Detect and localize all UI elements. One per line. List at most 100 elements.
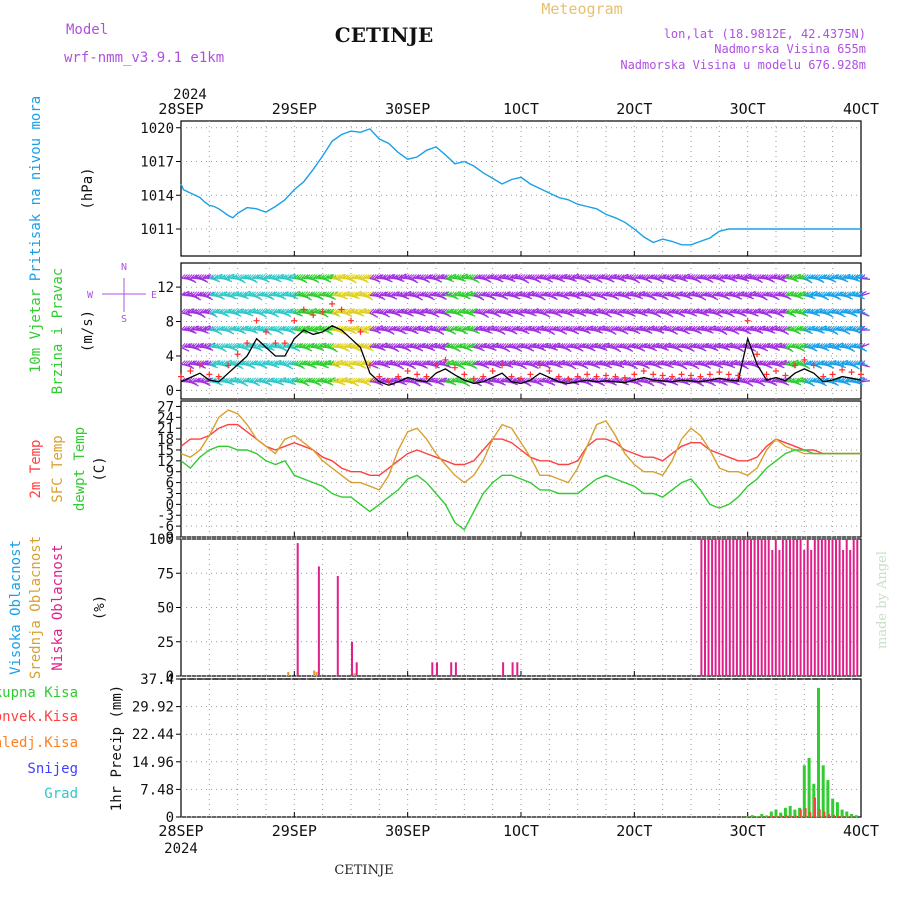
gust-marker: [679, 371, 685, 377]
precip-bar-convective: [809, 812, 811, 817]
cloud-bar-overcast: [708, 539, 710, 676]
cloud-bar-overcast: [782, 539, 784, 676]
cloud-bar-low: [450, 662, 452, 676]
cloud-bar-overcast: [828, 539, 830, 676]
compass-south: S: [121, 314, 127, 325]
precip-bar-convective: [805, 808, 807, 817]
cloud-bar-overcast: [839, 539, 841, 676]
cloud-bar-overcast: [736, 539, 738, 676]
model-elevation-text: Nadmorska Visina u modelu 676.928m: [620, 58, 866, 72]
gust-marker: [660, 373, 666, 379]
gust-marker: [603, 373, 609, 379]
precip-bar-total: [760, 814, 763, 817]
gust-marker: [206, 371, 212, 377]
cloud-bar-overcast: [824, 539, 826, 676]
y-tick-label: 25: [157, 635, 174, 651]
cloud-bar-overcast: [764, 539, 766, 676]
time-tick-top: 29SEP: [272, 100, 317, 118]
elevation-text: Nadmorska Visina 655m: [714, 42, 866, 56]
y-tick-label: 29.92: [132, 700, 174, 716]
precip-bar-total: [831, 799, 834, 817]
y-tick-label: 1011: [140, 222, 174, 238]
wind-barb: [861, 279, 870, 280]
time-tick-top: 28SEP: [158, 100, 203, 118]
y-tick-label: 0: [166, 383, 174, 399]
precip-bar-convective: [767, 816, 769, 817]
gust-marker: [830, 371, 836, 377]
precip-bar-convective: [800, 809, 802, 817]
cloud-bar-low: [502, 662, 504, 676]
y-tick-label: 1020: [140, 121, 174, 137]
cloud-bar-low: [351, 642, 353, 676]
series-line-2m-temp: [181, 425, 861, 476]
precip-bar-total: [789, 806, 792, 817]
wind-barb: [667, 279, 675, 282]
y-axis-label: 10m Vjetar: [28, 289, 44, 373]
y-tick-label: 1017: [140, 155, 174, 171]
cloud-bar-low: [318, 566, 320, 676]
wind-barb: [649, 347, 657, 350]
precip-bar-convective: [823, 812, 825, 818]
precip-bar-convective: [790, 816, 792, 817]
cloud-bar-overcast: [718, 539, 720, 676]
time-tick-bottom: 29SEP: [272, 822, 317, 840]
time-tick-top: 30SEP: [385, 100, 430, 118]
gust-marker: [178, 374, 184, 380]
gust-marker: [745, 318, 751, 324]
precip-bar-convective: [786, 815, 788, 817]
cloud-bar-overcast: [778, 550, 780, 676]
time-tick-top: 1OCT: [503, 100, 539, 118]
wind-barb: [497, 382, 505, 385]
precip-bar-total: [751, 815, 754, 817]
cloud-bar-overcast: [796, 539, 798, 676]
year-bottom: 2024: [164, 841, 198, 857]
cloud-bar-overcast: [729, 539, 731, 676]
y-tick-label: 12: [157, 280, 174, 296]
y-tick-label: 27: [157, 399, 174, 415]
gust-marker: [707, 371, 713, 377]
precip-bar-convective: [828, 814, 830, 817]
gust-marker: [650, 371, 656, 377]
y-axis-label: Niska Oblacnost: [50, 544, 66, 670]
station-title: CETINJE: [335, 23, 433, 47]
credit-text: made by Angel: [875, 551, 890, 649]
y-axis-label: 2m Temp: [28, 439, 44, 498]
cloud-bar-overcast: [856, 539, 858, 676]
y-axis-label: Pritisak na nivou mora: [28, 96, 44, 281]
precip-legend-item: Grad: [44, 786, 78, 802]
y-tick-label: 22.44: [132, 727, 174, 743]
y-axis-label: dewpt Temp: [72, 427, 88, 511]
cloud-bar-overcast: [800, 539, 802, 676]
gust-marker: [641, 368, 647, 374]
gust-marker: [849, 369, 855, 375]
cloud-bar-low: [436, 662, 438, 676]
cloud-bar-overcast: [732, 539, 734, 676]
gust-marker: [414, 371, 420, 377]
cloud-bar-overcast: [807, 539, 809, 676]
gust-marker: [527, 371, 533, 377]
model-value: wrf-nmm_v3.9.1 e1km: [64, 50, 224, 66]
gust-marker: [584, 371, 590, 377]
cloud-bar-low: [337, 576, 339, 676]
cloud-bar-overcast: [775, 539, 777, 676]
cloud-bar-mid: [353, 673, 355, 676]
y-axis-label: Brzina i Pravac: [50, 268, 66, 394]
gust-marker: [235, 351, 241, 357]
y-tick-label: 14.96: [132, 755, 174, 771]
gust-marker: [348, 318, 354, 324]
y-tick-label: 8: [166, 315, 174, 331]
model-label: Model: [66, 22, 108, 38]
y-tick-label: 0: [166, 810, 174, 826]
compass-north: N: [121, 262, 127, 273]
cloud-bar-overcast: [768, 539, 770, 676]
cloud-bar-low: [516, 662, 518, 676]
precip-bar-convective: [772, 816, 774, 817]
wind-barb: [365, 347, 373, 350]
precip-bar-total: [855, 815, 858, 817]
precip-bar-total: [822, 765, 825, 817]
precip-bar-total: [850, 814, 853, 817]
gust-marker: [716, 369, 722, 375]
y-axis-label: (%): [92, 595, 108, 620]
y-tick-label: 75: [157, 566, 174, 582]
cloud-bar-overcast: [793, 539, 795, 676]
